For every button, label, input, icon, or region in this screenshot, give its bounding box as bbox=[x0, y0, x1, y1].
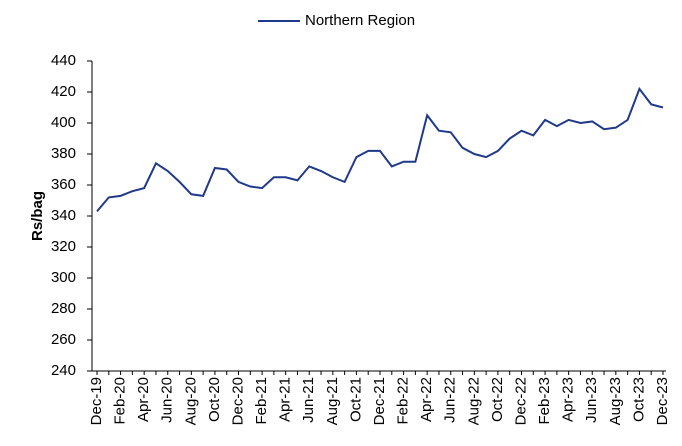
x-tick-label: Feb-20 bbox=[112, 377, 129, 425]
y-tick-label: 260 bbox=[51, 331, 76, 348]
legend-label: Northern Region bbox=[305, 12, 415, 29]
x-tick-label: Dec-21 bbox=[371, 377, 388, 425]
x-tick-label: Jun-20 bbox=[159, 377, 176, 423]
y-axis-title: Rs/bag bbox=[29, 191, 46, 241]
x-tick-label: Jun-22 bbox=[442, 377, 459, 423]
x-tick-label: Dec-19 bbox=[88, 377, 105, 425]
y-tick-label: 360 bbox=[51, 176, 76, 193]
x-tick-label: Dec-20 bbox=[229, 377, 246, 425]
x-tick-label: Jun-23 bbox=[583, 377, 600, 423]
x-tick-label: Oct-23 bbox=[630, 377, 647, 422]
x-tick-label: Jun-21 bbox=[300, 377, 317, 423]
y-tick-label: 440 bbox=[51, 52, 76, 69]
y-tick-label: 320 bbox=[51, 238, 76, 255]
y-tick-label: 420 bbox=[51, 83, 76, 100]
x-tick-label: Oct-22 bbox=[489, 377, 506, 422]
x-tick-label: Feb-21 bbox=[253, 377, 270, 425]
y-tick-label: 300 bbox=[51, 269, 76, 286]
line bbox=[96, 86, 664, 212]
x-tick-label: Oct-21 bbox=[347, 377, 364, 422]
x-tick-label: Dec-22 bbox=[512, 377, 529, 425]
x-tick-label: Apr-20 bbox=[135, 377, 152, 422]
y-tick-label: 380 bbox=[51, 145, 76, 162]
x-tick-label: Aug-21 bbox=[324, 377, 341, 425]
y-tick-label: 340 bbox=[51, 207, 76, 224]
x-tick-label: Aug-22 bbox=[465, 377, 482, 425]
x-tick-label: Feb-22 bbox=[395, 377, 412, 425]
x-tick-label: Apr-22 bbox=[418, 377, 435, 422]
x-tick-label: Apr-21 bbox=[277, 377, 294, 422]
y-tick-label: 240 bbox=[51, 362, 76, 379]
x-tick-label: Aug-20 bbox=[182, 377, 199, 425]
y-tick-label: 280 bbox=[51, 300, 76, 317]
x-tick-label: Feb-23 bbox=[536, 377, 553, 425]
x-tick-label: Oct-20 bbox=[206, 377, 223, 422]
y-tick-label: 400 bbox=[51, 114, 76, 131]
x-tick-label: Aug-23 bbox=[607, 377, 624, 425]
x-tick-label: Dec-23 bbox=[654, 377, 671, 425]
x-tick-label: Apr-23 bbox=[560, 377, 577, 422]
